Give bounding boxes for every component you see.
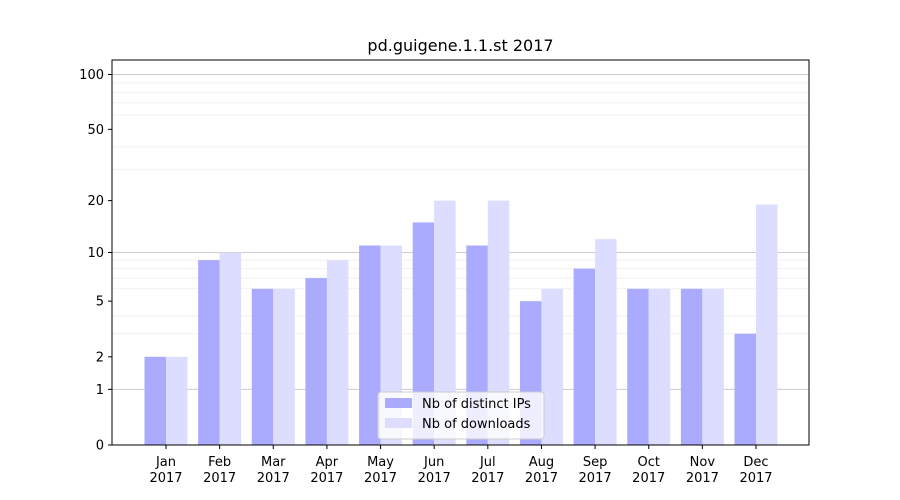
x-tick-label-year: 2017 (310, 471, 343, 486)
bar-distinct-ips (734, 333, 756, 445)
bar-downloads (702, 288, 724, 445)
x-tick-label-month: Sep (583, 455, 608, 470)
bar-downloads (756, 204, 778, 445)
x-tick-label-year: 2017 (203, 471, 236, 486)
x-tick-label-year: 2017 (525, 471, 558, 486)
bar-distinct-ips (680, 288, 703, 445)
bar-downloads (273, 288, 295, 445)
bar-downloads (487, 200, 510, 445)
legend-swatch (385, 418, 412, 428)
x-tick-label-year: 2017 (686, 471, 719, 486)
x-tick-label-month: Jul (479, 455, 496, 470)
legend-swatch (385, 398, 412, 408)
x-tick-label-month: Dec (743, 455, 768, 470)
bar-downloads (219, 252, 242, 445)
bar-downloads (166, 356, 188, 445)
y-tick-label: 50 (87, 123, 104, 138)
y-tick-label: 10 (87, 246, 104, 261)
bar-distinct-ips (359, 245, 381, 445)
x-tick-label-month: Aug (529, 455, 554, 470)
bar-distinct-ips (573, 268, 596, 445)
bar-downloads (541, 288, 563, 445)
x-tick-label-month: Nov (690, 455, 716, 470)
x-tick-label-month: Apr (316, 455, 339, 470)
x-tick-label-year: 2017 (418, 471, 451, 486)
x-tick-label-year: 2017 (579, 471, 612, 486)
legend: Nb of distinct IPs Nb of downloads (377, 391, 545, 440)
bar-downloads (434, 200, 456, 445)
x-tick-label-month: Oct (637, 455, 659, 470)
x-tick-label-month: Mar (261, 455, 286, 470)
y-axis: 0 1 2 5 10 20 50 100 (79, 68, 112, 454)
chart-title: pd.guigene.1.1.st 2017 (367, 36, 553, 55)
legend-box (377, 391, 545, 440)
bar-distinct-ips (251, 288, 274, 445)
bar-downloads (595, 239, 617, 445)
bar-distinct-ips (412, 222, 435, 445)
x-tick-label-year: 2017 (471, 471, 504, 486)
y-tick-label: 2 (96, 350, 104, 365)
legend-label: Nb of downloads (422, 417, 531, 432)
y-tick-label: 0 (96, 439, 104, 454)
bar-downloads (648, 288, 671, 445)
bar-distinct-ips (198, 260, 220, 445)
x-tick-label-year: 2017 (632, 471, 665, 486)
y-tick-label: 5 (96, 295, 104, 310)
x-tick-label-month: Jan (155, 455, 176, 470)
y-tick-label: 100 (79, 68, 104, 83)
bar-distinct-ips (144, 356, 166, 445)
x-tick-label-month: Feb (208, 455, 231, 470)
legend-label: Nb of distinct IPs (422, 397, 531, 412)
y-tick-label: 20 (87, 194, 104, 209)
bar-distinct-ips (627, 288, 649, 445)
x-tick-label-year: 2017 (149, 471, 182, 486)
bar-distinct-ips (305, 278, 327, 445)
x-tick-label-year: 2017 (739, 471, 772, 486)
x-tick-label-year: 2017 (257, 471, 290, 486)
x-tick-label-month: Jun (423, 455, 444, 470)
x-axis: Jan2017Feb2017Mar2017Apr2017May2017Jun20… (149, 445, 773, 486)
bar-downloads (326, 260, 349, 445)
y-tick-label: 1 (96, 383, 104, 398)
bars (144, 200, 778, 445)
x-tick-label-year: 2017 (364, 471, 397, 486)
x-tick-label-month: May (367, 455, 394, 470)
